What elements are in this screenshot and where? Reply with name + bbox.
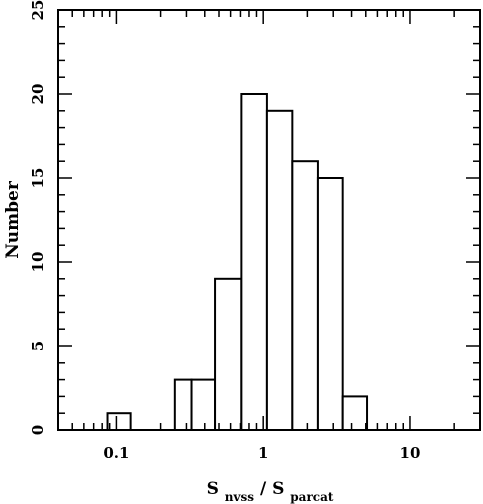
- x-axis-label-slash: /: [260, 479, 267, 499]
- y-tick-label-3: 15: [29, 168, 47, 189]
- plot-frame: [57, 9, 481, 431]
- ticks-group: [57, 9, 481, 431]
- tick-labels-group: 0.1 1 10 0 5 10 15 20 25: [29, 0, 420, 462]
- histogram-bar-2: [190, 378, 217, 432]
- x-axis-label-sub1: nvss: [225, 490, 254, 504]
- histogram-bar-3: [214, 277, 243, 431]
- x-tick-label-1: 1: [258, 444, 268, 462]
- y-tick-label-5: 25: [29, 0, 47, 20]
- histogram-bar-1: [173, 378, 193, 432]
- x-tick-label-0: 0.1: [103, 444, 129, 462]
- y-tick-label-0: 0: [29, 425, 47, 435]
- histogram-bar-6: [291, 160, 319, 431]
- x-tick-label-2: 10: [400, 444, 421, 462]
- histogram-bar-0: [106, 412, 132, 432]
- y-tick-label-1: 5: [29, 341, 47, 351]
- bars-group: [106, 93, 369, 432]
- y-tick-label-2: 10: [29, 252, 47, 273]
- x-axis-label-sub2: parcat: [290, 490, 334, 504]
- x-axis-label-main: S: [207, 479, 219, 499]
- x-axis-label-main2: S: [272, 479, 284, 499]
- histogram-bar-8: [341, 395, 369, 431]
- histogram-bar-4: [240, 93, 268, 431]
- x-axis-label: S nvss / S parcat: [207, 479, 334, 504]
- y-axis-label: Number: [3, 180, 23, 259]
- histogram-bar-7: [316, 177, 344, 431]
- histogram-bar-5: [265, 109, 294, 432]
- y-tick-label-4: 20: [29, 84, 47, 105]
